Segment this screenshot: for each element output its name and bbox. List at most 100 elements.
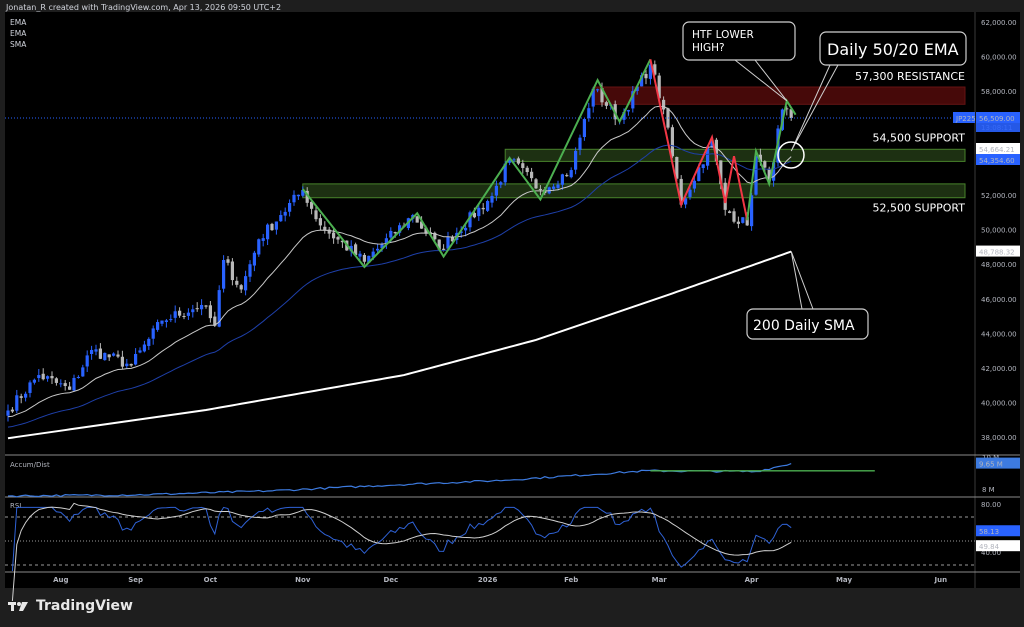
candle-body — [622, 112, 626, 120]
candle-body — [76, 376, 80, 378]
time-axis-label: Oct — [204, 576, 218, 584]
candle-body — [94, 349, 98, 352]
candle-body — [266, 224, 270, 240]
ema50-value-label: 54,354.60 — [979, 157, 1015, 165]
candle-body — [261, 238, 265, 241]
candle-body — [538, 188, 542, 190]
chart-background — [5, 12, 1020, 588]
candle-body — [657, 75, 661, 99]
candle-body — [662, 99, 666, 110]
candle-body — [340, 240, 344, 243]
time-axis-label: 2026 — [478, 576, 498, 584]
candle-body — [420, 221, 424, 229]
price-tick-label: 38,000.00 — [981, 434, 1017, 442]
candle-body — [90, 349, 94, 354]
candle-body — [675, 157, 679, 179]
candle-body — [587, 108, 591, 119]
candle-body — [692, 180, 696, 189]
legend-sma200[interactable]: SMA — [10, 40, 27, 49]
candle-body — [710, 140, 714, 148]
candle-body — [169, 319, 173, 321]
candle-body — [516, 158, 520, 164]
candle-body — [301, 189, 305, 196]
candle-body — [763, 161, 767, 168]
candle-body — [173, 311, 177, 318]
candle-body — [442, 248, 446, 250]
candle-body — [6, 410, 10, 416]
time-axis-label: Apr — [745, 576, 759, 584]
candle-body — [723, 182, 727, 210]
candle-body — [270, 223, 274, 231]
candle-body — [296, 194, 300, 197]
rsi-ma-last-label-bg — [976, 540, 1020, 552]
ema50-line — [7, 144, 792, 428]
support-zone — [302, 183, 966, 199]
candle-body — [600, 88, 604, 103]
candle-body — [490, 196, 494, 203]
candle-body — [226, 259, 230, 263]
candle-body — [63, 383, 67, 387]
rsi-last-label: 58.13 — [979, 528, 999, 536]
candle-body — [754, 156, 758, 195]
candle-body — [569, 170, 573, 178]
legend-ema20[interactable]: EMA — [10, 18, 27, 27]
accum-dist-last-label: 9.65 M — [979, 461, 1003, 469]
price-tick-label: 60,000.00 — [981, 54, 1017, 62]
candle-body — [288, 203, 292, 212]
candle-body — [200, 304, 204, 310]
rsi-tick: 40.00 — [981, 549, 1001, 557]
resistance-zone — [592, 86, 966, 105]
ema20-value-label-bg — [976, 143, 1020, 154]
candle-body — [719, 160, 723, 185]
time-axis-label: Aug — [53, 576, 68, 584]
price-tick-label: 46,000.00 — [981, 296, 1017, 304]
candle-body — [68, 386, 72, 390]
candle-body — [389, 230, 393, 238]
callout-pointer — [790, 64, 839, 152]
candle-body — [728, 211, 732, 213]
candle-body — [274, 221, 278, 230]
chart-header-title: Jonatan_R created with TradingView.com, … — [6, 3, 282, 12]
price-tick-label: 44,000.00 — [981, 330, 1017, 338]
candle-body — [98, 348, 102, 359]
candle-body — [182, 315, 186, 317]
last-price-label-bg — [976, 111, 1020, 123]
candle-body — [336, 237, 340, 240]
candle-body — [706, 146, 710, 166]
tradingview-logo[interactable]: TradingView — [8, 598, 133, 614]
rsi-line — [11, 506, 792, 572]
candle-body — [494, 185, 498, 196]
candle-body — [464, 227, 468, 231]
price-tick-label: 58,000.00 — [981, 88, 1017, 96]
candle-body — [789, 109, 793, 118]
rsi-last-label-bg — [976, 525, 1020, 537]
candle-body — [499, 182, 503, 185]
candle-body — [50, 376, 54, 379]
candle-body — [59, 383, 63, 385]
candle-body — [107, 354, 111, 358]
candle-body — [459, 231, 463, 233]
symbol-tag-bg — [953, 111, 975, 123]
callout-text: 200 Daily SMA — [753, 318, 855, 334]
candle-body — [54, 378, 58, 383]
candle-body — [701, 164, 705, 169]
zone-label: 54,500 SUPPORT — [872, 131, 965, 144]
candle-body — [257, 239, 261, 255]
candle-body — [530, 171, 534, 179]
legend-ema50[interactable]: EMA — [10, 29, 27, 38]
candle-body — [477, 207, 481, 217]
candle-body — [670, 127, 674, 157]
accum-dist-last-label-bg — [976, 457, 1020, 469]
countdown-bg — [976, 122, 1020, 132]
candle-body — [15, 395, 19, 411]
candle-body — [116, 354, 120, 357]
candle-body — [19, 396, 23, 398]
rsi-tick: 80.00 — [981, 501, 1001, 509]
candle-body — [362, 254, 366, 262]
candle-body — [741, 217, 745, 223]
swing-line-up — [746, 98, 797, 221]
swing-line-up — [302, 58, 652, 269]
price-tick-label: 52,000.00 — [981, 192, 1017, 200]
callout-text: HIGH? — [692, 42, 725, 54]
